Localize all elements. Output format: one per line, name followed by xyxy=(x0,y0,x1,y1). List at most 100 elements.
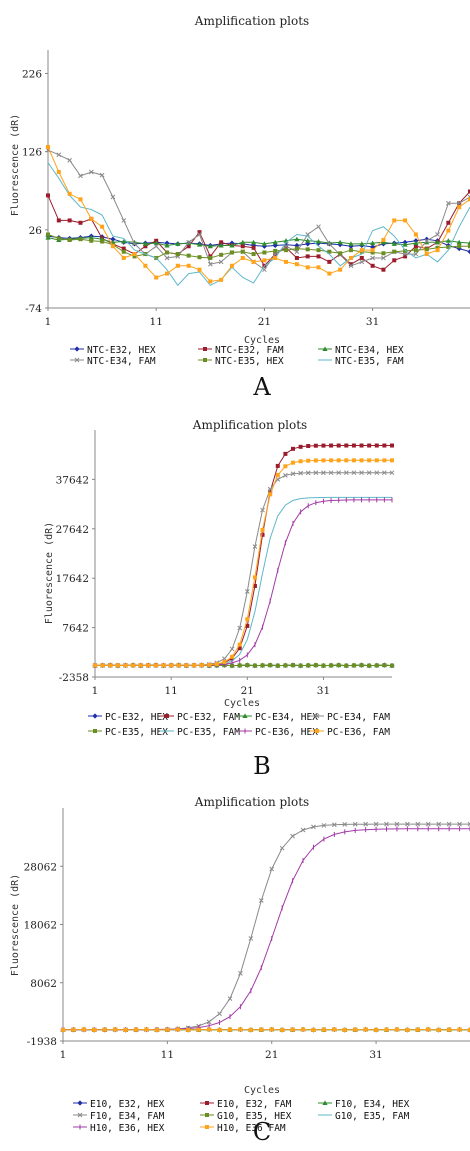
data-point xyxy=(217,1027,222,1032)
data-point xyxy=(237,625,243,631)
data-point xyxy=(46,193,50,198)
data-point xyxy=(392,218,397,223)
data-point xyxy=(121,255,126,260)
legend-label: E10, E32, FAM xyxy=(217,1099,292,1110)
data-point xyxy=(78,197,83,202)
data-point xyxy=(445,238,451,243)
data-point xyxy=(227,1027,232,1032)
data-point xyxy=(207,243,213,249)
data-point xyxy=(294,255,299,260)
data-point xyxy=(338,267,343,272)
data-point xyxy=(327,249,332,254)
data-point xyxy=(78,173,83,179)
data-point xyxy=(260,663,265,668)
data-point xyxy=(291,446,295,451)
data-point xyxy=(363,1027,368,1032)
series-line xyxy=(47,146,470,282)
legend-label: NTC-E34, FAM xyxy=(87,356,156,367)
data-point xyxy=(413,232,418,237)
data-point xyxy=(336,470,342,476)
data-point xyxy=(121,246,126,251)
legend-item: NTC-E34, FAM xyxy=(70,356,156,367)
data-point xyxy=(56,218,61,223)
y-tick-label: 28062 xyxy=(24,861,57,873)
data-point xyxy=(446,228,451,233)
data-point xyxy=(348,262,353,267)
data-point xyxy=(331,822,337,828)
data-point xyxy=(251,245,256,250)
data-point xyxy=(424,239,430,245)
data-point xyxy=(446,821,452,827)
data-point xyxy=(348,255,353,260)
data-point xyxy=(457,205,462,210)
series-line xyxy=(47,191,470,271)
data-point xyxy=(260,527,265,532)
data-point xyxy=(327,259,332,264)
data-point xyxy=(184,663,189,668)
data-point xyxy=(326,241,332,247)
data-point xyxy=(248,1027,253,1032)
data-point xyxy=(370,244,376,250)
data-point xyxy=(315,238,322,244)
data-point xyxy=(374,663,379,668)
panel-c-legend: E10, E32, HEX E10, E32, FAM F10, E34, HEX F… xyxy=(73,1099,410,1134)
data-point xyxy=(415,1027,420,1032)
x-tick-label: 1 xyxy=(92,685,99,697)
legend-label: PC-E35, HEX xyxy=(105,727,168,738)
data-point xyxy=(143,244,148,249)
series-pc-e36-fam xyxy=(93,458,394,668)
data-point xyxy=(390,458,394,463)
data-point xyxy=(240,239,246,245)
data-point xyxy=(298,444,303,449)
panel-b: Amplification plots Fluorescence (dR) Cy… xyxy=(44,418,395,780)
data-point xyxy=(359,663,364,668)
legend-item: PC-E32, FAM xyxy=(160,712,240,723)
x-tick-label: 11 xyxy=(150,316,163,328)
data-point xyxy=(313,443,318,448)
data-point xyxy=(123,663,128,668)
data-point xyxy=(326,240,332,246)
data-point xyxy=(268,492,273,497)
data-point xyxy=(240,255,245,260)
legend-item: NTC-E34, HEX xyxy=(318,345,404,356)
legend-marker xyxy=(322,1100,328,1105)
data-point xyxy=(142,241,148,246)
data-point xyxy=(344,663,349,668)
data-point xyxy=(89,216,94,221)
data-point xyxy=(384,1027,389,1032)
y-tick-label: -2358 xyxy=(59,672,89,684)
legend-item: H10, E36, HEX xyxy=(73,1123,165,1134)
data-point xyxy=(222,659,227,664)
legend-item: NTC-E32, HEX xyxy=(70,345,156,356)
legend-label: NTC-E35, FAM xyxy=(335,356,404,367)
data-point xyxy=(316,248,321,253)
data-point xyxy=(316,265,321,270)
data-point xyxy=(298,459,303,464)
data-point xyxy=(113,1027,118,1032)
data-point xyxy=(305,247,310,252)
data-point xyxy=(435,232,440,237)
data-point xyxy=(305,470,311,476)
data-point xyxy=(382,663,387,668)
data-point xyxy=(143,263,148,268)
series-ntc-e35-fam-orange- xyxy=(46,144,470,284)
series-line xyxy=(95,499,392,666)
data-point xyxy=(342,1027,347,1032)
data-point xyxy=(67,157,72,163)
legend-label: G10, E35, FAM xyxy=(335,1111,410,1122)
data-point xyxy=(131,663,136,668)
data-point xyxy=(237,642,242,647)
legend-item: PC-E32, HEX xyxy=(88,712,168,723)
data-point xyxy=(261,243,268,249)
data-point xyxy=(115,663,120,668)
legend-label: H10, E36, HEX xyxy=(90,1123,165,1134)
legend-item: NTC-E32, FAM xyxy=(198,345,284,356)
series-line xyxy=(47,234,470,259)
data-point xyxy=(456,239,462,245)
legend-marker xyxy=(77,1100,83,1106)
data-point xyxy=(251,252,256,257)
x-tick-label: 31 xyxy=(317,685,330,697)
legend-marker xyxy=(322,346,328,351)
data-point xyxy=(394,821,400,827)
data-point xyxy=(217,1011,222,1017)
